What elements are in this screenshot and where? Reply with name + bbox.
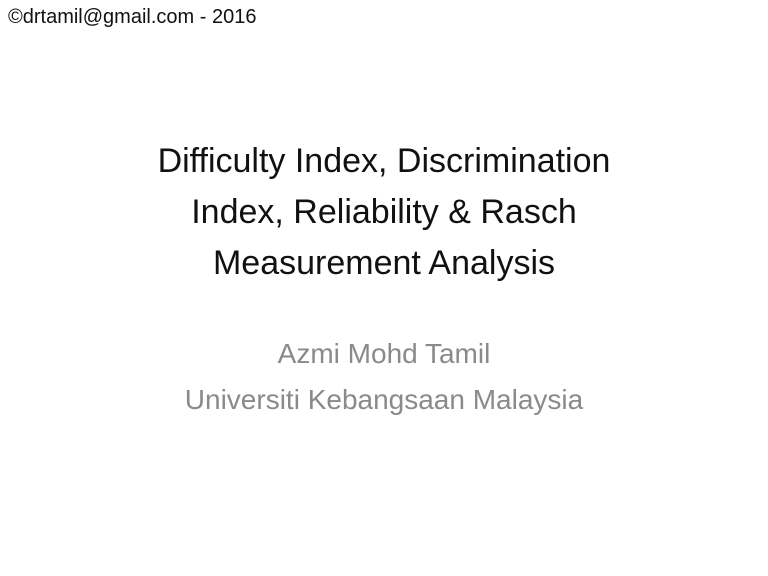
slide-title-line-3: Measurement Analysis <box>212 244 556 282</box>
slide-subtitle-author: Azmi Mohd Tamil <box>277 338 491 369</box>
slide-title-line-2: Index, Reliability & Rasch <box>191 193 577 231</box>
copyright-text: ©drtamil@gmail.com - 2016 <box>8 6 257 28</box>
slide-subtitle: Azmi Mohd Tamil Universiti Kebangsaan Ma… <box>40 331 728 423</box>
slide-title: Difficulty Index, Discrimination Index, … <box>40 136 728 289</box>
slide-subtitle-affiliation: Universiti Kebangsaan Malaysia <box>184 384 584 415</box>
slide-title-line-1: Difficulty Index, Discrimination <box>157 142 611 180</box>
